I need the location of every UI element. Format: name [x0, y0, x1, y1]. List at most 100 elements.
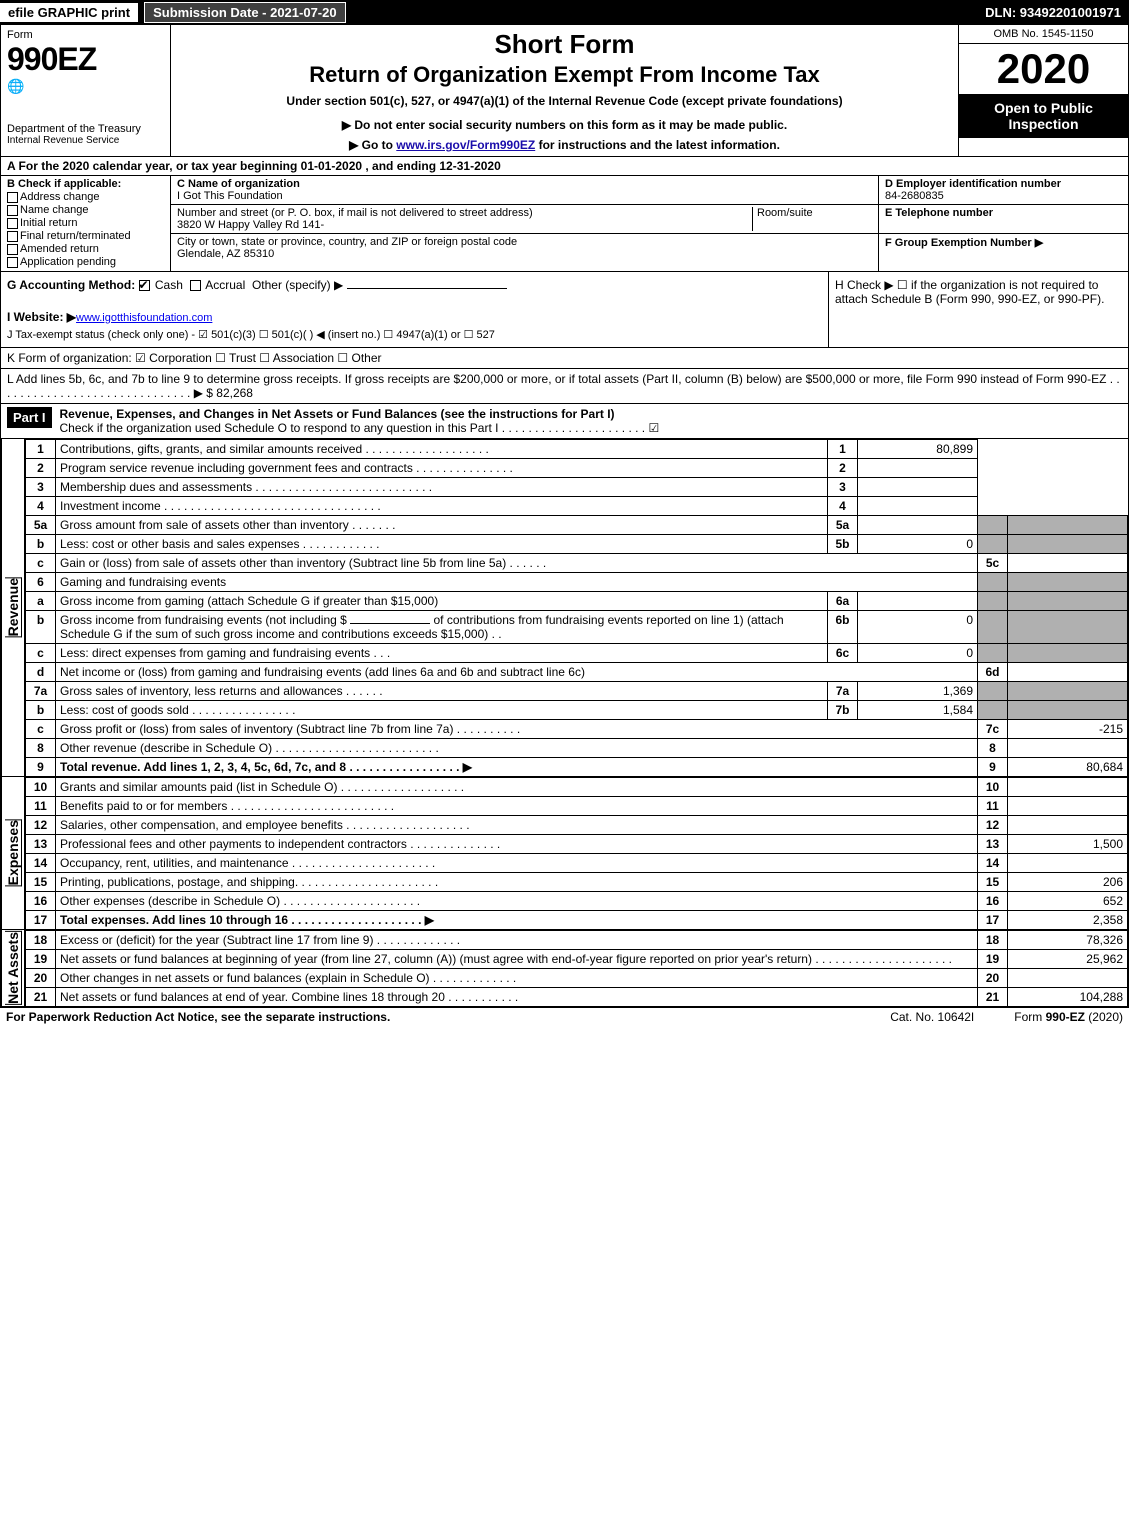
- ein-label: D Employer identification number: [885, 178, 1061, 190]
- goto-line: ▶ Go to www.irs.gov/Form990EZ for instru…: [179, 138, 950, 152]
- row-l-gross-receipts: L Add lines 5b, 6c, and 7b to line 9 to …: [1, 369, 1128, 404]
- cat-no: Cat. No. 10642I: [890, 1010, 974, 1024]
- line-19: 19Net assets or fund balances at beginni…: [26, 950, 1128, 969]
- goto-pre: ▶ Go to: [349, 138, 396, 152]
- addr-value: 3820 W Happy Valley Rd 141-: [177, 219, 324, 231]
- chk-final-return[interactable]: Final return/terminated: [7, 230, 164, 242]
- phone-label: E Telephone number: [885, 207, 993, 219]
- col-c-org-info: C Name of organization I Got This Founda…: [171, 176, 878, 271]
- revenue-table: 1Contributions, gifts, grants, and simil…: [25, 439, 1128, 777]
- line-7c: cGross profit or (loss) from sales of in…: [26, 720, 1128, 739]
- expenses-section: Expenses 10Grants and similar amounts pa…: [1, 777, 1128, 930]
- line-18: 18Excess or (deficit) for the year (Subt…: [26, 931, 1128, 950]
- line-12: 12Salaries, other compensation, and empl…: [26, 816, 1128, 835]
- line-15: 15Printing, publications, postage, and s…: [26, 873, 1128, 892]
- line-9: 9Total revenue. Add lines 1, 2, 3, 4, 5c…: [26, 758, 1128, 777]
- row-k-form-org: K Form of organization: ☑ Corporation ☐ …: [1, 348, 1128, 369]
- room-suite-label: Room/suite: [752, 207, 872, 231]
- part-i-title: Revenue, Expenses, and Changes in Net As…: [60, 407, 615, 421]
- part-i-header: Part I Revenue, Expenses, and Changes in…: [1, 404, 1128, 439]
- dln-label: DLN: 93492201001971: [985, 5, 1129, 20]
- check-h: H Check ▶ ☐ if the organization is not r…: [828, 272, 1128, 347]
- header-right: OMB No. 1545-1150 2020 Open to Public In…: [958, 25, 1128, 156]
- ein-value: 84-2680835: [885, 190, 944, 202]
- net-assets-table: 18Excess or (deficit) for the year (Subt…: [25, 930, 1128, 1007]
- row-ghij: G Accounting Method: Cash Accrual Other …: [1, 272, 1128, 348]
- open-to-public: Open to Public Inspection: [959, 94, 1128, 138]
- chk-amended-return[interactable]: Amended return: [7, 243, 164, 255]
- line-20: 20Other changes in net assets or fund ba…: [26, 969, 1128, 988]
- revenue-section: Revenue 1Contributions, gifts, grants, a…: [1, 439, 1128, 777]
- line-6: 6Gaming and fundraising events: [26, 573, 1128, 592]
- org-name-label: C Name of organization: [177, 178, 300, 190]
- line-2: 2Program service revenue including gover…: [26, 459, 1128, 478]
- form-word: Form: [7, 29, 164, 41]
- revenue-label: Revenue: [5, 577, 22, 637]
- omb-number: OMB No. 1545-1150: [959, 25, 1128, 44]
- return-title: Return of Organization Exempt From Incom…: [179, 62, 950, 88]
- top-bar: efile GRAPHIC print Submission Date - 20…: [0, 0, 1129, 24]
- line-6d: dNet income or (loss) from gaming and fu…: [26, 663, 1128, 682]
- part-i-label: Part I: [7, 407, 52, 428]
- chk-accrual[interactable]: [190, 280, 201, 291]
- net-assets-section: Net Assets 18Excess or (deficit) for the…: [1, 930, 1128, 1007]
- part-i-check: Check if the organization used Schedule …: [60, 421, 660, 435]
- globe-icon: 🌐: [7, 78, 24, 94]
- goto-link[interactable]: www.irs.gov/Form990EZ: [396, 138, 535, 152]
- entity-block: B Check if applicable: Address change Na…: [1, 176, 1128, 272]
- form-number: 990EZ: [7, 41, 164, 78]
- net-assets-label: Net Assets: [5, 931, 22, 1005]
- goto-post: for instructions and the latest informat…: [535, 138, 780, 152]
- line-5b: bLess: cost or other basis and sales exp…: [26, 535, 1128, 554]
- city-value: Glendale, AZ 85310: [177, 248, 274, 260]
- line-6b: bGross income from fundraising events (n…: [26, 611, 1128, 644]
- addr-label: Number and street (or P. O. box, if mail…: [177, 207, 533, 219]
- line-5a: 5aGross amount from sale of assets other…: [26, 516, 1128, 535]
- gross-receipts-amount: 82,268: [216, 386, 253, 400]
- line-6a: aGross income from gaming (attach Schedu…: [26, 592, 1128, 611]
- paperwork-notice: For Paperwork Reduction Act Notice, see …: [6, 1010, 390, 1024]
- department-label: Department of the Treasury: [7, 123, 164, 135]
- row-a-tax-year: A For the 2020 calendar year, or tax yea…: [1, 157, 1128, 176]
- form-container: Form 990EZ 🌐 Department of the Treasury …: [0, 24, 1129, 1008]
- line-7b: bLess: cost of goods sold . . . . . . . …: [26, 701, 1128, 720]
- line-14: 14Occupancy, rent, utilities, and mainte…: [26, 854, 1128, 873]
- do-not-enter: ▶ Do not enter social security numbers o…: [179, 118, 950, 132]
- efile-label[interactable]: efile GRAPHIC print: [0, 3, 138, 22]
- expenses-table: 10Grants and similar amounts paid (list …: [25, 777, 1128, 930]
- chk-initial-return[interactable]: Initial return: [7, 217, 164, 229]
- header-middle: Short Form Return of Organization Exempt…: [171, 25, 958, 156]
- chk-address-change[interactable]: Address change: [7, 191, 164, 203]
- short-form-title: Short Form: [179, 29, 950, 60]
- line-13: 13Professional fees and other payments t…: [26, 835, 1128, 854]
- line-5c: cGain or (loss) from sale of assets othe…: [26, 554, 1128, 573]
- line-16: 16Other expenses (describe in Schedule O…: [26, 892, 1128, 911]
- form-header: Form 990EZ 🌐 Department of the Treasury …: [1, 25, 1128, 157]
- org-name-value: I Got This Foundation: [177, 190, 283, 202]
- line-3: 3Membership dues and assessments . . . .…: [26, 478, 1128, 497]
- tax-year: 2020: [959, 44, 1128, 94]
- line-10: 10Grants and similar amounts paid (list …: [26, 778, 1128, 797]
- chk-cash[interactable]: [139, 280, 150, 291]
- group-exemption-label: F Group Exemption Number ▶: [885, 237, 1043, 249]
- page-footer: For Paperwork Reduction Act Notice, see …: [0, 1008, 1129, 1026]
- chk-name-change[interactable]: Name change: [7, 204, 164, 216]
- city-label: City or town, state or province, country…: [177, 236, 517, 248]
- irs-label: Internal Revenue Service: [7, 135, 164, 146]
- expenses-label: Expenses: [5, 819, 22, 886]
- website-row: I Website: ▶www.igotthisfoundation.com: [7, 310, 822, 324]
- col-b-label: B Check if applicable:: [7, 178, 121, 190]
- line-17: 17Total expenses. Add lines 10 through 1…: [26, 911, 1128, 930]
- submission-date: Submission Date - 2021-07-20: [144, 2, 346, 23]
- line-1: 1Contributions, gifts, grants, and simil…: [26, 440, 1128, 459]
- col-def: D Employer identification number 84-2680…: [878, 176, 1128, 271]
- line-4: 4Investment income . . . . . . . . . . .…: [26, 497, 1128, 516]
- website-link[interactable]: www.igotthisfoundation.com: [76, 312, 212, 324]
- accounting-method: G Accounting Method: Cash Accrual Other …: [7, 278, 822, 292]
- header-left: Form 990EZ 🌐 Department of the Treasury …: [1, 25, 171, 156]
- chk-application-pending[interactable]: Application pending: [7, 256, 164, 268]
- line-21: 21Net assets or fund balances at end of …: [26, 988, 1128, 1007]
- under-section: Under section 501(c), 527, or 4947(a)(1)…: [179, 94, 950, 108]
- col-b-checkboxes: B Check if applicable: Address change Na…: [1, 176, 171, 271]
- form-page-label: Form 990-EZ (2020): [1014, 1010, 1123, 1024]
